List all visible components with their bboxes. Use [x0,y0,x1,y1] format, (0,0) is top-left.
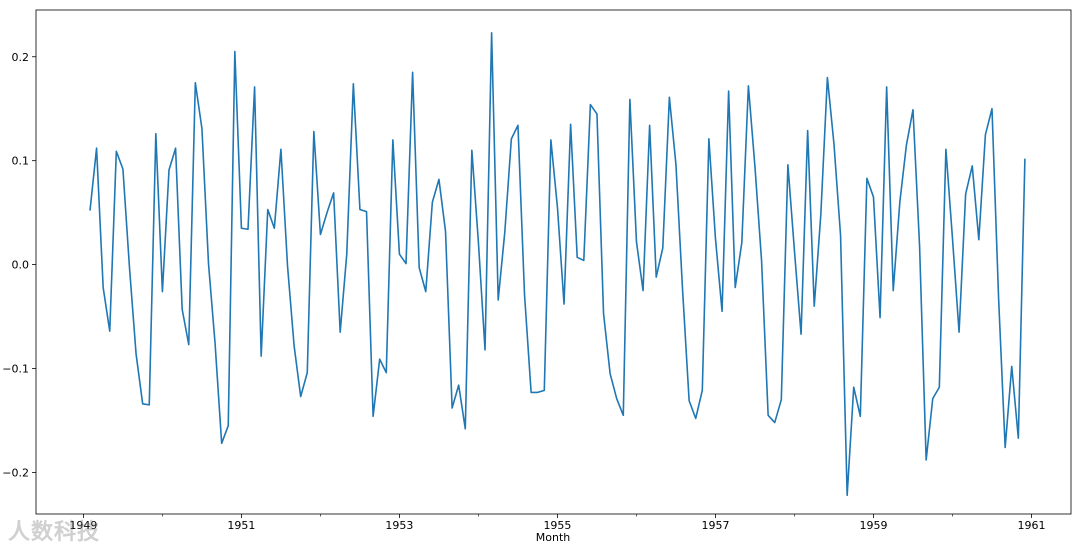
y-tick-label: 0.0 [12,259,30,272]
x-tick-label: 1951 [227,519,255,532]
x-tick-label: 1955 [543,519,571,532]
y-tick-label: 0.2 [12,51,30,64]
x-axis-label: Month [536,531,571,544]
series-layer [89,32,1026,497]
plot-frame [35,9,1072,515]
y-tick-label: −0.2 [2,466,29,479]
x-tick-label: 1961 [1017,519,1045,532]
x-tick-label: 1959 [859,519,887,532]
x-axis: 1949 1951 1953 1955 1957 1959 1961 [69,514,1045,532]
y-tick-label: 0.1 [12,155,30,168]
y-axis: −0.2 −0.1 0.0 0.1 0.2 [2,51,36,479]
x-tick-label: 1953 [385,519,413,532]
y-tick-label: −0.1 [2,363,29,376]
series-line [89,32,1026,497]
x-tick-label: 1957 [701,519,729,532]
watermark: 人数科技 [8,520,101,545]
x-tick-label: 1949 [69,519,97,532]
